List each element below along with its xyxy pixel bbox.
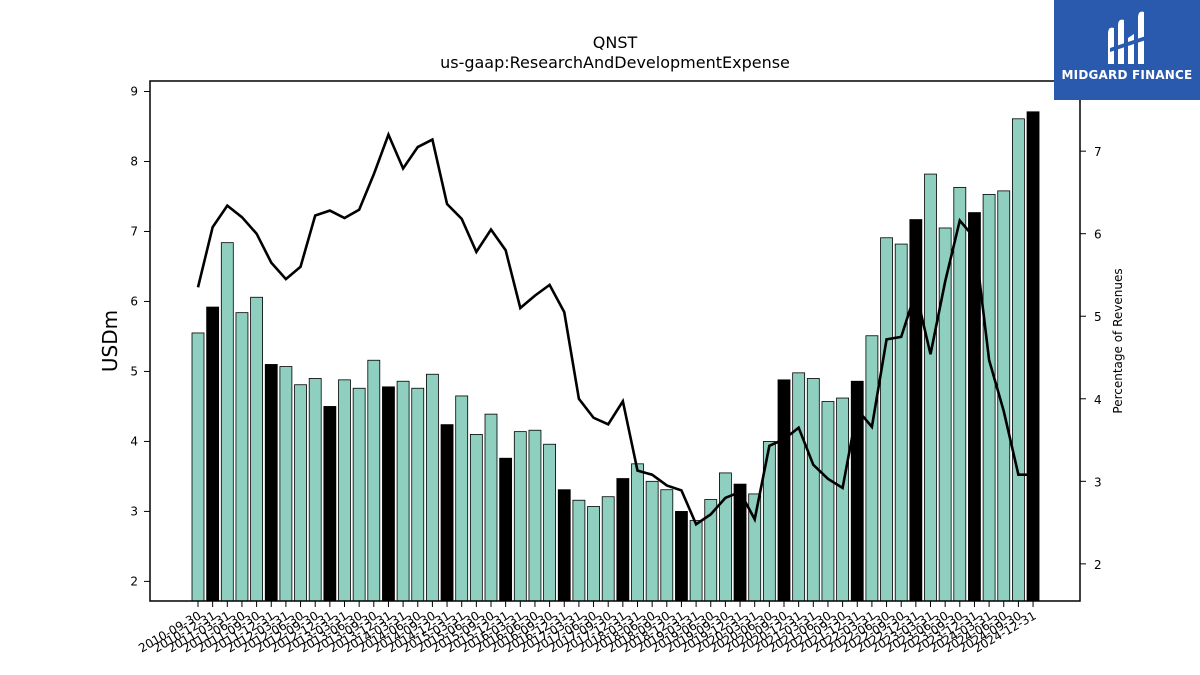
- bar: [909, 219, 923, 602]
- bar: [528, 429, 542, 602]
- percentage-line: [196, 131, 1034, 527]
- bar: [865, 335, 879, 602]
- plot-frame: [149, 80, 1081, 602]
- bar: [601, 496, 615, 602]
- brand-logo: MIDGARD FINANCE: [1054, 0, 1200, 100]
- y-tick-label: 6: [130, 294, 138, 308]
- bar: [660, 489, 674, 602]
- bar: [469, 434, 483, 602]
- bar: [616, 478, 630, 602]
- bar: [1026, 111, 1040, 602]
- y-tick-label: 9: [130, 84, 138, 98]
- midgard-m-logo-icon: [1108, 11, 1146, 65]
- bar: [777, 379, 791, 602]
- bar: [1012, 118, 1025, 602]
- y2-tick-label: 4: [1094, 393, 1102, 407]
- bar: [411, 387, 425, 602]
- y-axis-right: 2 3 4 5 6 7: [1080, 145, 1102, 572]
- bar: [440, 424, 454, 602]
- chart-subtitle: us-gaap:ResearchAndDevelopmentExpense: [440, 53, 790, 72]
- bar: [206, 306, 220, 602]
- bar: [484, 413, 498, 602]
- bar: [557, 489, 571, 602]
- bar: [894, 243, 908, 602]
- y2-tick-label: 2: [1094, 558, 1102, 572]
- bar: [279, 366, 293, 602]
- bar: [719, 472, 732, 602]
- bar: [543, 443, 556, 602]
- bar: [425, 373, 439, 602]
- bar: [880, 237, 893, 602]
- bar: [513, 431, 527, 602]
- bar: [338, 379, 351, 602]
- bar: [264, 364, 278, 602]
- y2-tick-label: 6: [1094, 228, 1102, 242]
- bar: [499, 457, 513, 602]
- bar: [689, 520, 703, 602]
- bar: [675, 511, 688, 602]
- bar: [836, 397, 849, 602]
- bar: [294, 384, 307, 602]
- y-tick-label: 2: [130, 574, 138, 588]
- bar: [587, 506, 600, 602]
- bar: [323, 406, 337, 602]
- bar: [953, 186, 967, 602]
- y-tick-label: 5: [130, 364, 138, 378]
- y-axis-left: 2 3 4 5 6 7 8 9: [130, 84, 150, 588]
- y-tick-label: 8: [130, 154, 138, 168]
- bar: [308, 378, 322, 602]
- y2-tick-label: 5: [1094, 310, 1102, 324]
- bar: [382, 386, 395, 602]
- bar: [250, 296, 264, 602]
- brand-name: MIDGARD FINANCE: [1061, 68, 1193, 82]
- bar: [367, 359, 381, 602]
- y-tick-label: 4: [130, 434, 138, 448]
- y2-axis-label: Percentage of Revenues: [1111, 268, 1125, 413]
- bar: [806, 378, 820, 602]
- bar: [924, 173, 937, 602]
- y-tick-label: 3: [130, 504, 138, 518]
- bar: [821, 401, 835, 602]
- bar: [220, 242, 234, 602]
- bar: [792, 372, 806, 602]
- x-axis: 2010-09-302010-12-312011-03-312011-06-30…: [136, 601, 1039, 655]
- bar: [645, 480, 659, 602]
- y2-tick-label: 7: [1094, 145, 1102, 159]
- bar: [982, 193, 996, 602]
- chart-title: QNST: [593, 33, 638, 52]
- bar: [352, 387, 366, 602]
- bar-series: [191, 111, 1040, 602]
- bar: [455, 395, 469, 602]
- y2-tick-label: 3: [1094, 475, 1102, 489]
- bar: [631, 463, 644, 602]
- bar: [572, 499, 586, 602]
- bar: [191, 332, 205, 602]
- y-axis-label: USDm: [98, 310, 122, 372]
- y-tick-label: 7: [130, 224, 138, 238]
- bar: [396, 380, 410, 602]
- bar: [235, 312, 249, 602]
